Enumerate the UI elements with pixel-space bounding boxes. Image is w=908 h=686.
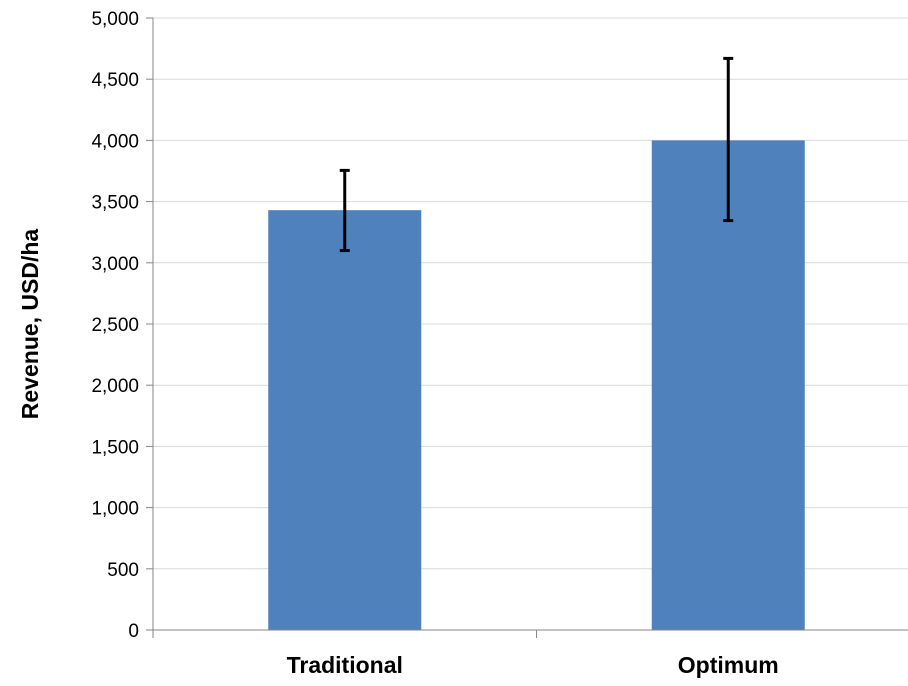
y-tick-label: 5,000 <box>91 9 139 30</box>
y-tick-label: 1,000 <box>91 499 139 520</box>
y-tick-label: 3,000 <box>91 254 139 275</box>
y-tick-label: 2,000 <box>91 376 139 397</box>
x-category-label: Optimum <box>678 652 779 678</box>
y-tick-label: 4,000 <box>91 131 139 152</box>
y-tick-label: 3,500 <box>91 193 139 214</box>
error-bars <box>339 56 734 253</box>
y-tick-label: 4,500 <box>91 70 139 91</box>
y-tick-labels: 0 500 1,000 1,500 2,000 2,500 3,000 3,500 4,000 4… <box>91 9 139 642</box>
y-tick-label: 500 <box>107 560 139 581</box>
bar-traditional <box>268 210 422 630</box>
x-tick-labels: Traditional Optimum <box>287 652 779 678</box>
axes <box>146 17 908 638</box>
bars <box>268 140 805 630</box>
x-category-label: Traditional <box>287 652 403 678</box>
y-axis-title: Revenue, USD/ha <box>17 229 43 420</box>
y-tick-label: 2,500 <box>91 315 139 336</box>
y-tick-label: 0 <box>128 621 139 642</box>
y-tick-label: 1,500 <box>91 437 139 458</box>
